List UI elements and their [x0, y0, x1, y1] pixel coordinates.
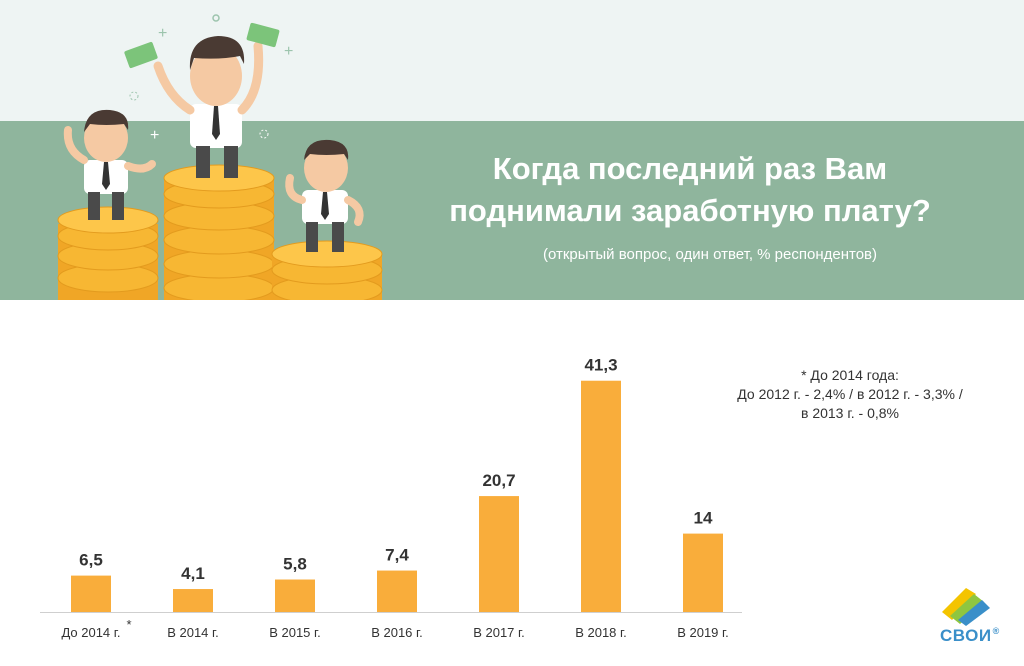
coin-stack-middle — [163, 164, 275, 300]
category-tick-label: В 2015 г. — [269, 625, 321, 640]
category-tick-label: В 2016 г. — [371, 625, 423, 640]
category-tick-label: В 2017 г. — [473, 625, 525, 640]
footnote-line-3: в 2013 г. - 0,8% — [801, 405, 899, 421]
footnote: * До 2014 года: До 2012 г. - 2,4% / в 20… — [690, 366, 1010, 423]
category-tick-label: В 2019 г. — [677, 625, 729, 640]
bar-value-label: 5,8 — [283, 555, 307, 574]
bar-chart: 6,5 До 2014 г. * 4,1 В 2014 г. 5,8 В 2015 г. 7,… — [40, 356, 742, 640]
person-middle — [124, 22, 280, 178]
category-tick-label: В 2018 г. — [575, 625, 627, 640]
bar — [683, 533, 723, 612]
bar-value-label: 41,3 — [584, 356, 617, 375]
bar — [173, 589, 213, 612]
bar-value-label: 14 — [694, 509, 713, 528]
sparkle-icon: + — [284, 43, 293, 60]
sparkle-icon: + — [158, 25, 167, 42]
bar — [71, 575, 111, 612]
footnote-marker: * — [126, 617, 131, 632]
category-tick-label: До 2014 г. — [61, 625, 120, 640]
illustration-men-on-coins: + + + — [57, 14, 383, 300]
bar — [479, 496, 519, 612]
person-left — [63, 109, 156, 220]
sparkle-icon — [212, 14, 220, 22]
bar-value-label: 6,5 — [79, 551, 103, 570]
title-line-2: поднимали заработную плату? — [449, 193, 931, 228]
bar — [581, 380, 621, 612]
logo-leaf-blue — [958, 600, 990, 626]
logo-icon — [942, 588, 990, 626]
category-tick-label: В 2014 г. — [167, 625, 219, 640]
chart-subtitle: (открытый вопрос, один ответ, % респонде… — [542, 246, 878, 263]
title-line-1: Когда последний раз Вам — [492, 151, 888, 186]
bar — [377, 570, 417, 612]
sparkle-icon — [259, 129, 269, 139]
logo-name: СВОИ — [940, 626, 992, 645]
bar — [275, 579, 315, 612]
logo-leaf-green — [950, 594, 984, 624]
logo-leaf-yellow — [942, 588, 976, 620]
person-right — [285, 139, 364, 252]
logo-registered-mark: ® — [992, 626, 1000, 636]
bar-value-label: 7,4 — [385, 546, 409, 565]
sparkle-icon: + — [150, 127, 159, 144]
coin-stack-right — [271, 240, 383, 300]
chart-title: Когда последний раз Вам поднимали зарабо… — [430, 148, 950, 232]
footnote-line-2: До 2012 г. - 2,4% / в 2012 г. - 3,3% / — [737, 386, 963, 402]
bar-value-label: 4,1 — [181, 564, 205, 583]
logo-text: СВОИ® — [940, 626, 1000, 646]
money-bill-icon — [246, 22, 280, 48]
bar-value-label: 20,7 — [482, 471, 515, 490]
money-bill-icon — [124, 41, 158, 69]
footnote-line-1: * До 2014 года: — [801, 367, 899, 383]
coin-stack-left — [57, 206, 159, 300]
sparkle-icon — [129, 91, 139, 101]
